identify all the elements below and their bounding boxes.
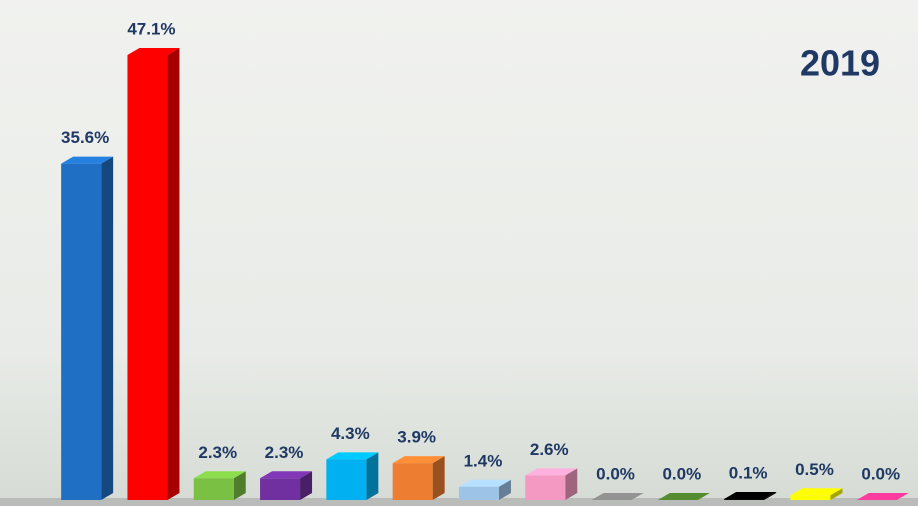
- bar: [61, 164, 101, 500]
- bar-side: [366, 452, 378, 500]
- value-label: 2.3%: [265, 443, 304, 462]
- value-label: 47.1%: [127, 19, 175, 38]
- value-label: 1.4%: [464, 451, 503, 470]
- value-label: 0.5%: [795, 460, 834, 479]
- bar: [724, 499, 764, 500]
- value-label: 0.0%: [596, 464, 635, 483]
- value-label: 0.0%: [662, 464, 701, 483]
- chart: 2019 35.6% 47.1% 2.3% 2.3% 4.3% 3.9% 1.4% 2.6% 0…: [0, 0, 918, 506]
- bar-side: [167, 48, 179, 500]
- bar-side: [433, 456, 445, 500]
- value-label: 0.1%: [729, 464, 768, 483]
- bar: [127, 55, 167, 500]
- value-label: 2.3%: [198, 443, 237, 462]
- bar: [459, 487, 499, 500]
- bar-side: [101, 157, 113, 500]
- bar: [790, 495, 830, 500]
- value-label: 4.3%: [331, 424, 370, 443]
- bar: [260, 478, 300, 500]
- bar: [194, 478, 234, 500]
- value-label: 3.9%: [397, 428, 436, 447]
- value-label: 0.0%: [861, 464, 900, 483]
- bar: [326, 459, 366, 500]
- value-label: 35.6%: [61, 128, 109, 147]
- bar: [393, 463, 433, 500]
- value-label: 2.6%: [530, 440, 569, 459]
- bar: [525, 475, 565, 500]
- chart-title: 2019: [800, 43, 880, 84]
